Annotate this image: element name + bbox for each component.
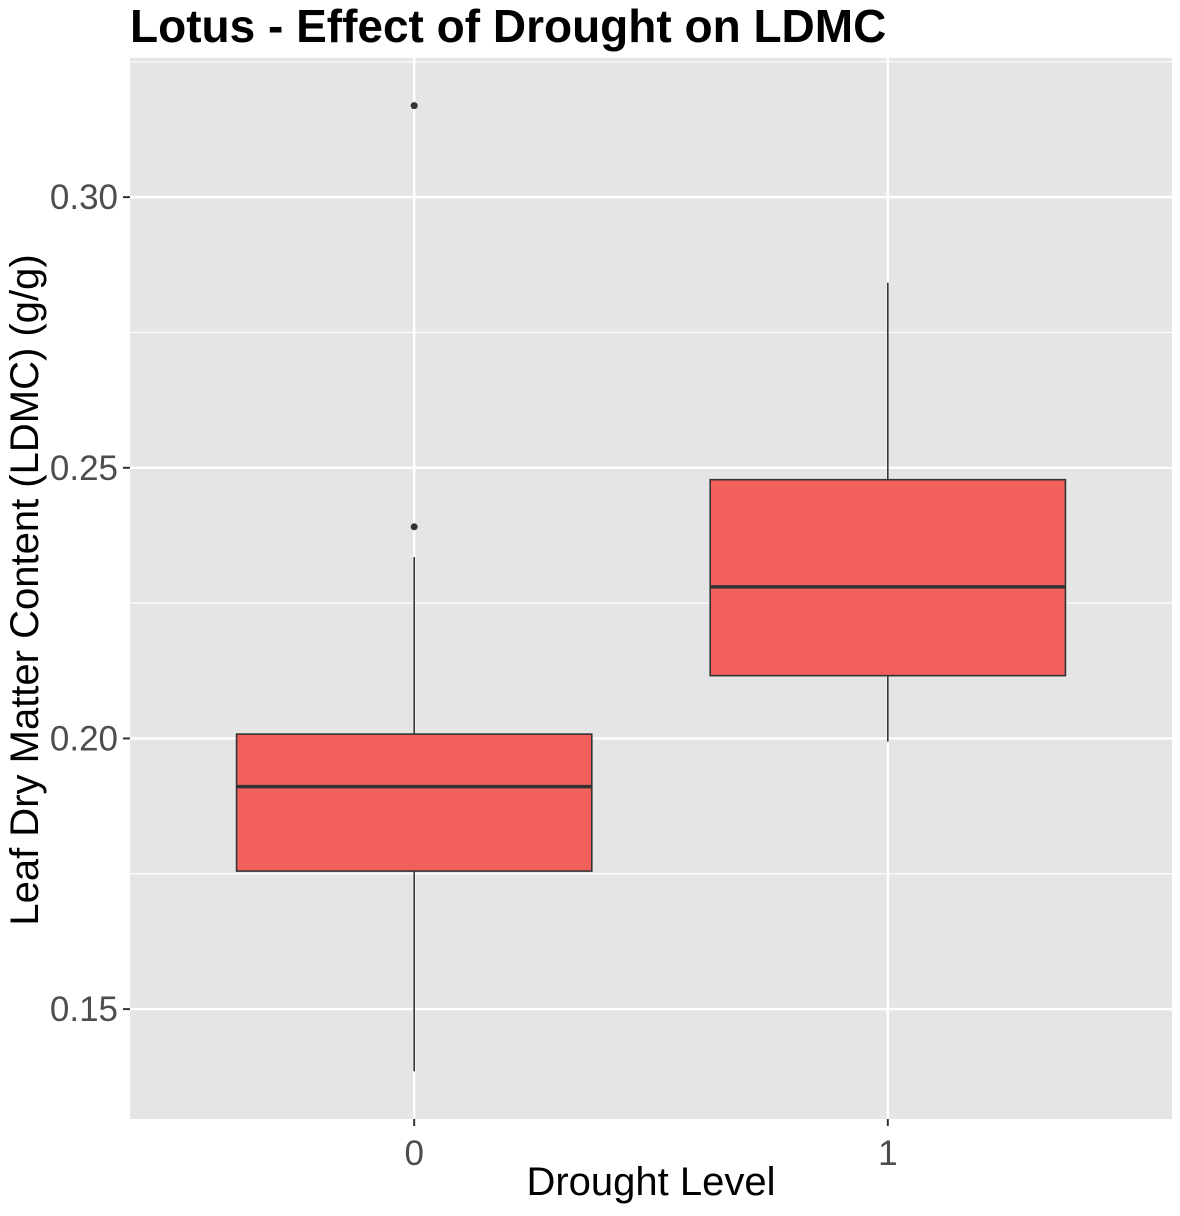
y-tick-label: 0.15 (50, 990, 118, 1029)
x-axis-label: Drought Level (526, 1160, 775, 1204)
outlier-point (410, 102, 418, 110)
y-axis: 0.15 0.20 0.25 0.30 (50, 178, 130, 1029)
box-group-1 (709, 282, 1067, 742)
y-tick-label: 0.20 (50, 719, 118, 758)
box-iqr (709, 478, 1067, 677)
y-tick-label: 0.25 (50, 449, 118, 488)
box-group-0 (235, 102, 593, 1072)
minor-gridlines (130, 61, 1172, 875)
outlier-point (410, 523, 418, 531)
chart-title: Lotus - Effect of Drought on LDMC (130, 0, 886, 52)
boxes-layer (235, 102, 1067, 1072)
y-axis-label: Leaf Dry Matter Content (LDMC) (g/g) (3, 254, 47, 925)
x-tick-label: 1 (878, 1134, 897, 1173)
x-tick-label: 0 (404, 1134, 423, 1173)
box-iqr (235, 733, 593, 872)
y-tick-label: 0.30 (50, 178, 118, 217)
